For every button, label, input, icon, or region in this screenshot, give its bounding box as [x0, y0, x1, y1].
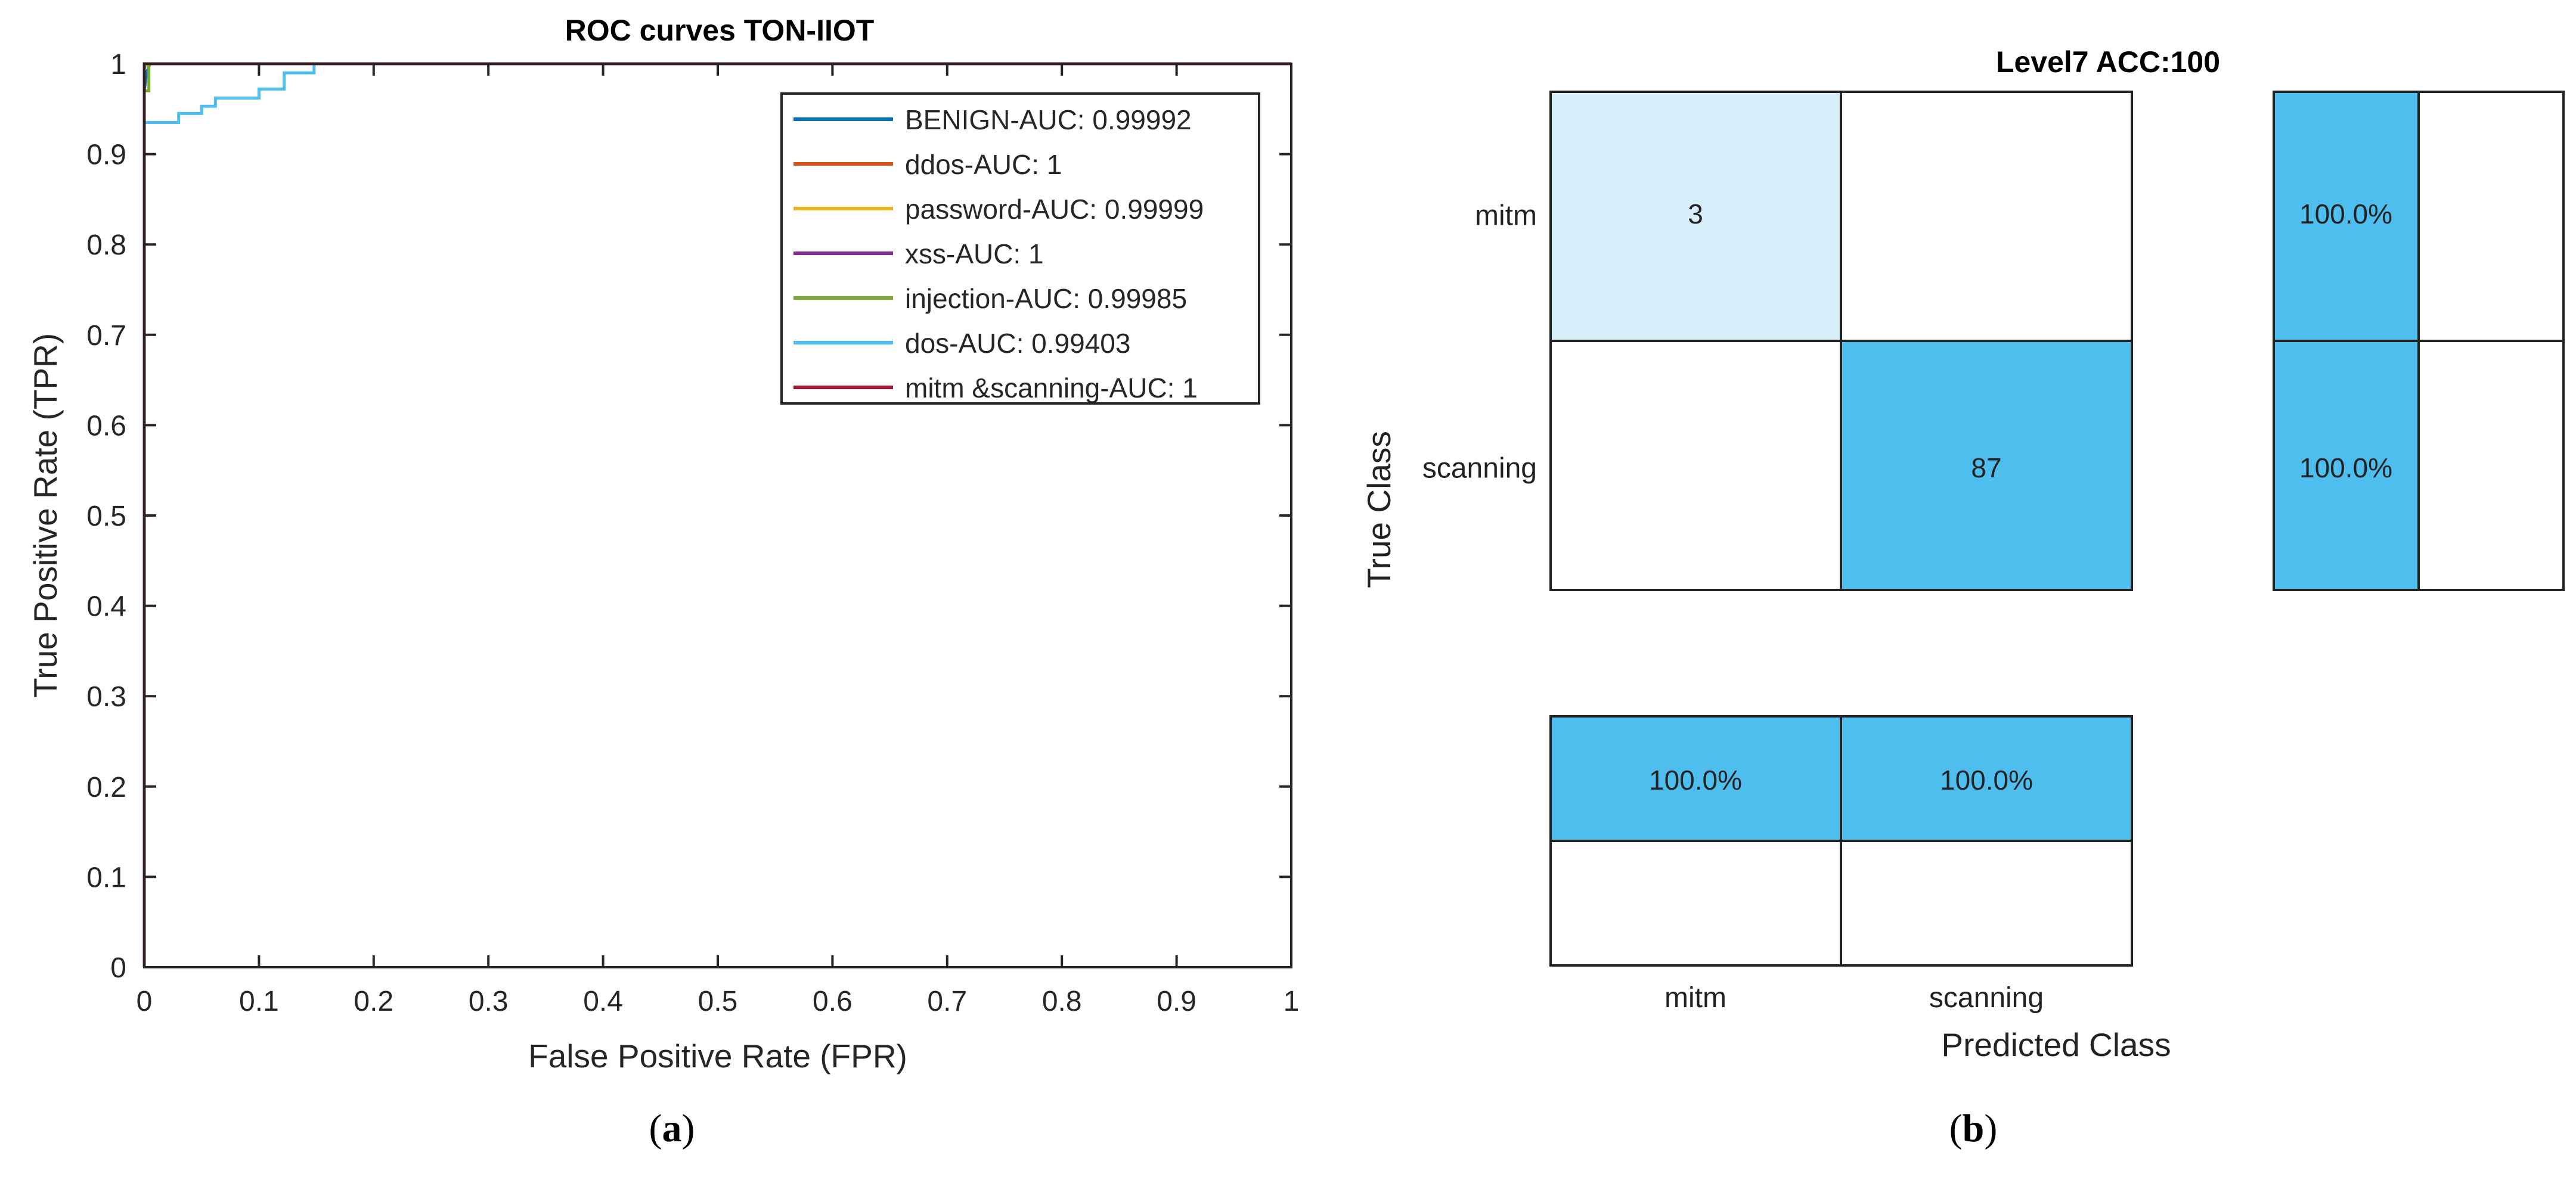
cm-x-axis-label: Predicted Class: [1941, 1026, 2171, 1063]
legend-label-5: dos-AUC: 0.99403: [905, 328, 1130, 359]
roc-panel: ROC curves TON-IIOT 0 0.1 0.2 0.3 0.4 0.5 0.6 0…: [27, 14, 1299, 1150]
roc-x-tick-label: 0.9: [1157, 986, 1196, 1017]
roc-y-tick-label: 0.6: [86, 410, 126, 442]
cm-y-axis-label: True Class: [1360, 431, 1397, 588]
row-summary-mitm-value: 100.0%: [2299, 198, 2392, 229]
roc-x-tick-label: 0.1: [239, 986, 279, 1017]
cm-value-scanning-scanning: 87: [1971, 452, 2001, 483]
column-summary-scanning-error: [1840, 840, 2133, 967]
roc-x-tick-label: 0.8: [1042, 986, 1082, 1017]
roc-y-tick-label: 1: [110, 49, 126, 80]
row-summary-scanning-error: [2417, 340, 2565, 591]
cm-row-label-scanning: scanning: [1422, 453, 1537, 485]
caption-b-letter: b: [1963, 1107, 1985, 1150]
legend-label-2: password-AUC: 0.99999: [905, 194, 1204, 225]
roc-y-tick-label: 0.3: [86, 681, 126, 713]
roc-legend-box: [780, 92, 1260, 405]
roc-ticks-group: 0 0.1 0.2 0.3 0.4 0.5 0.6 0.7 0.8 0.9 1 0 0.1 0.2 0.3 0…: [86, 49, 1299, 1017]
confusion-panel: Level7 ACC:100 3 87 100.0% 100.0% 100.0%…: [1360, 45, 2565, 1150]
roc-y-tick-label: 0.4: [86, 591, 126, 623]
roc-y-tick-label: 0.9: [86, 139, 126, 171]
roc-x-tick-label: 0.5: [698, 986, 738, 1017]
column-summary-scanning-value: 100.0%: [1940, 765, 2033, 796]
roc-x-tick-label: 0.2: [354, 986, 393, 1017]
roc-y-axis-label: True Positive Rate (TPR): [27, 333, 64, 698]
roc-y-tick-label: 0.8: [86, 229, 126, 261]
column-summary-mitm-correct: [1549, 715, 1842, 842]
column-summary-mitm-error: [1549, 840, 1842, 967]
legend-label-4: injection-AUC: 0.99985: [905, 283, 1187, 314]
cm-cell-scanning-mitm: [1549, 340, 1842, 591]
roc-legend: BENIGN-AUC: 0.99992 ddos-AUC: 1 password-A…: [780, 92, 1260, 405]
roc-y-tick-label: 0.5: [86, 501, 126, 532]
row-summary-mitm-error: [2417, 91, 2565, 342]
legend-label-0: BENIGN-AUC: 0.99992: [905, 104, 1192, 135]
row-summary-mitm-correct: [2273, 91, 2420, 342]
cm-cell-mitm-scanning: [1840, 91, 2133, 342]
cm-row-label-mitm: mitm: [1475, 200, 1537, 232]
roc-y-tick-label: 0.1: [86, 862, 126, 893]
cm-value-mitm-mitm: 3: [1688, 198, 1703, 229]
roc-x-tick-label: 0.3: [469, 986, 509, 1017]
caption-a: (a): [649, 1107, 695, 1150]
roc-y-tick-label: 0.2: [86, 772, 126, 803]
roc-x-tick-label: 0: [137, 986, 153, 1017]
row-summary-scanning-value: 100.0%: [2299, 452, 2392, 483]
caption-b: (b): [1949, 1107, 1998, 1150]
roc-y-tick-label: 0.7: [86, 320, 126, 352]
caption-a-letter: a: [662, 1107, 682, 1150]
roc-x-tick-label: 0.7: [927, 986, 967, 1017]
column-summary-mitm-value: 100.0%: [1649, 765, 1742, 796]
roc-x-tick-label: 0.6: [813, 986, 853, 1017]
roc-title: ROC curves TON-IIOT: [565, 14, 875, 47]
roc-x-tick-label: 1: [1284, 986, 1300, 1017]
cm-cell-scanning-scanning: [1840, 340, 2133, 591]
roc-x-tick-label: 0.4: [583, 986, 623, 1017]
column-summary-scanning-correct: [1840, 715, 2133, 842]
roc-series-line-5: [142, 62, 1291, 967]
roc-x-axis-label: False Positive Rate (FPR): [528, 1038, 907, 1074]
roc-y-tick-label: 0: [110, 952, 126, 984]
cm-title: Level7 ACC:100: [1996, 45, 2220, 79]
cm-col-label-scanning: scanning: [1929, 982, 2044, 1014]
cm-col-label-mitm: mitm: [1664, 982, 1726, 1014]
legend-label-6: mitm &scanning-AUC: 1: [905, 372, 1198, 403]
legend-label-3: xss-AUC: 1: [905, 238, 1044, 269]
legend-label-1: ddos-AUC: 1: [905, 149, 1062, 180]
